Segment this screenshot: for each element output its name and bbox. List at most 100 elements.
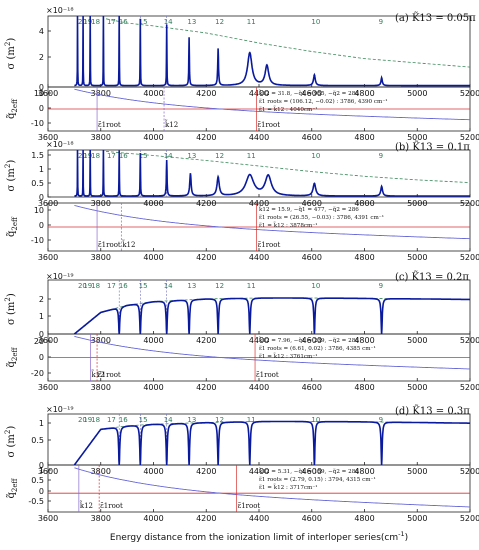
sigma-ylabel: σ (m2) xyxy=(4,293,17,325)
x-tick-label: 4400 xyxy=(249,253,269,262)
sigma-tick-label: 1 xyxy=(39,165,44,174)
q-marker-label: ε̃1root xyxy=(258,240,281,249)
x-tick-label: 5000 xyxy=(407,199,427,208)
x-tick-label: 4200 xyxy=(196,383,216,392)
q-tick-label: -20 xyxy=(31,369,44,378)
q-tick-label: 20 xyxy=(34,337,44,346)
x-tick-label: 3600 xyxy=(38,467,58,476)
q-curve xyxy=(74,335,471,370)
x-tick-label: 4000 xyxy=(143,199,163,208)
sigma-tick-label: 2 xyxy=(39,53,44,62)
panel-title: (c) K̃13 = 0.2π xyxy=(395,271,469,283)
n-label: 11 xyxy=(247,282,256,290)
sigma-tick-label: 1.5 xyxy=(31,151,44,160)
q-marker-label: k̃12 xyxy=(80,499,93,510)
n-label: 14 xyxy=(164,416,173,424)
annotation-roots: ε̃1 roots = (26.55, −0.03) : 3786, 4391 … xyxy=(259,214,384,221)
cross-section-curve xyxy=(74,15,470,87)
x-tick-label: 3800 xyxy=(91,383,111,392)
q-curve xyxy=(74,204,470,240)
x-tick-label: 4600 xyxy=(302,467,322,476)
sigma-tick-label: 0 xyxy=(39,461,44,470)
x-tick-label: 5000 xyxy=(407,89,427,98)
n-label: 19 xyxy=(83,18,92,26)
panel-title: (a) K̃13 = 0.05π xyxy=(395,12,476,24)
annotation-k12: k̃12 = 15.9, −q̃1 = 477, −q̃2 = 286 xyxy=(258,206,359,213)
x-tick-label: 4400 xyxy=(249,336,269,345)
x-tick-label: 5000 xyxy=(407,383,427,392)
x-tick-label: 4000 xyxy=(143,383,163,392)
q-marker-label: ε̃1root xyxy=(98,120,121,129)
n-label: 10 xyxy=(311,18,320,26)
sigma-tick-label: 0 xyxy=(39,330,44,339)
n-label: 10 xyxy=(311,416,320,424)
q-tick-label: -10 xyxy=(31,236,44,245)
cross-section-curve xyxy=(74,149,470,197)
x-tick-label: 3800 xyxy=(91,199,111,208)
n-label: 12 xyxy=(215,416,224,424)
x-tick-label: 4400 xyxy=(249,467,269,476)
x-tick-label: 3800 xyxy=(91,336,111,345)
x-tick-label: 4600 xyxy=(302,514,322,523)
x-tick-label: 4800 xyxy=(354,133,374,142)
n-label: 14 xyxy=(164,18,173,26)
x-tick-label: 4400 xyxy=(249,89,269,98)
envelope-curve xyxy=(100,297,471,313)
n-label: 17 xyxy=(107,416,116,424)
q-curve xyxy=(74,467,471,508)
x-tick-label: 4800 xyxy=(354,336,374,345)
x-tick-label: 5200 xyxy=(460,89,479,98)
x-tick-label: 5200 xyxy=(460,336,479,345)
n-label: 12 xyxy=(215,282,224,290)
sigma-tick-label: 0.5 xyxy=(31,179,44,188)
sigma-tick-label: 2 xyxy=(39,295,44,304)
q-tick-label: 0 xyxy=(39,487,44,496)
sigma-tick-label: 0 xyxy=(39,193,44,202)
x-tick-label: 3800 xyxy=(91,467,111,476)
q-marker-label: k̃12 xyxy=(122,238,135,249)
q-marker-label: ε̃1root xyxy=(238,501,261,510)
q-ylabel: q̃2eff xyxy=(6,216,19,237)
x-tick-label: 4200 xyxy=(196,467,216,476)
n-label: 19 xyxy=(83,282,92,290)
cross-section-curve xyxy=(73,297,470,335)
n-label: 19 xyxy=(83,152,92,160)
x-tick-label: 4800 xyxy=(354,383,374,392)
sigma-ylabel: σ (m2) xyxy=(4,160,17,192)
q-tick-label: 1 xyxy=(39,466,44,475)
x-tick-label: 5000 xyxy=(407,467,427,476)
q-marker-label: ε̃1root xyxy=(100,501,123,510)
n-label: 13 xyxy=(187,282,196,290)
x-axis-label: Energy distance from the ionization limi… xyxy=(110,530,408,543)
n-label: 11 xyxy=(247,152,256,160)
n-label: 20 xyxy=(78,282,87,290)
x-tick-label: 5000 xyxy=(407,336,427,345)
q-tick-label: 0.5 xyxy=(31,476,44,485)
x-tick-label: 5200 xyxy=(460,253,479,262)
x-tick-label: 4800 xyxy=(354,467,374,476)
x-tick-label: 4000 xyxy=(143,253,163,262)
n-label: 19 xyxy=(83,416,92,424)
x-tick-label: 5200 xyxy=(460,133,479,142)
n-label: 9 xyxy=(379,152,383,160)
n-label: 18 xyxy=(91,18,100,26)
n-label: 16 xyxy=(119,152,128,160)
x-tick-label: 5200 xyxy=(460,467,479,476)
x-tick-label: 4200 xyxy=(196,199,216,208)
x-tick-label: 4600 xyxy=(302,199,322,208)
q-tick-label: -10 xyxy=(31,119,44,128)
n-label: 18 xyxy=(91,152,100,160)
n-label: 20 xyxy=(78,416,87,424)
annotation-roots: ε̃1 roots = (6.61, 0.02) : 3786, 4385 cm… xyxy=(259,345,376,352)
x-tick-label: 4400 xyxy=(249,133,269,142)
x-tick-label: 4600 xyxy=(302,133,322,142)
sigma-tick-label: 1 xyxy=(39,312,44,321)
q-marker-label: ε̃1root xyxy=(257,120,280,129)
x-tick-label: 4600 xyxy=(302,336,322,345)
sigma-tick-label: 0 xyxy=(39,83,44,92)
sigma-tick-label: 4 xyxy=(39,27,44,36)
x-tick-label: 3800 xyxy=(91,514,111,523)
n-label: 16 xyxy=(119,416,128,424)
